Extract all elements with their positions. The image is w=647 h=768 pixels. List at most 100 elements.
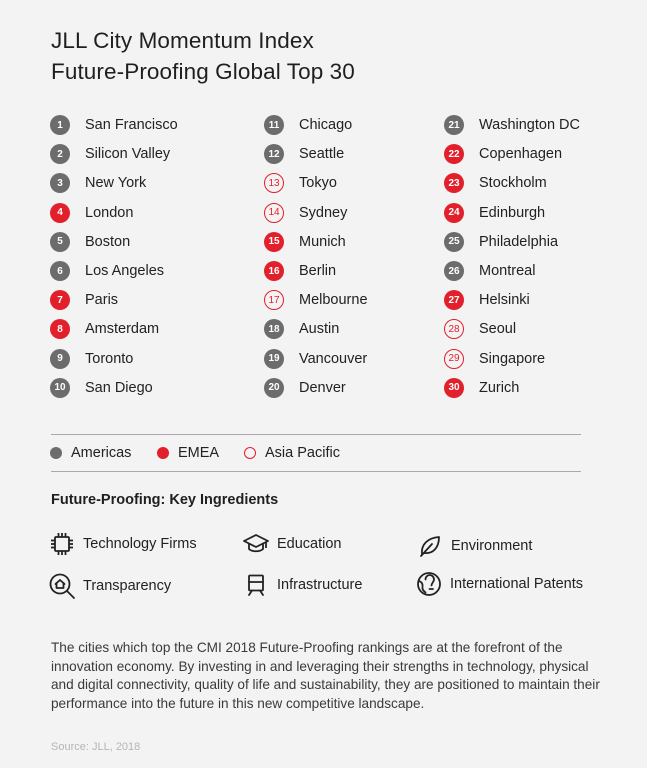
legend-apac-label: Asia Pacific: [265, 445, 340, 461]
ranking-item: 5 Boston: [50, 231, 131, 252]
title-line-2: Future-Proofing Global Top 30: [51, 59, 355, 84]
city-name: San Francisco: [85, 117, 178, 133]
train-icon: [242, 571, 270, 599]
legend-apac-dot: [244, 447, 256, 459]
ranking-item: 1 San Francisco: [50, 115, 178, 135]
ranking-item: 27 Helsinki: [444, 290, 530, 311]
rank-badge: 27: [444, 290, 464, 311]
rank-badge: 7: [50, 290, 70, 311]
rank-badge: 1: [50, 115, 70, 135]
ranking-item: 4 London: [50, 202, 133, 223]
rank-badge: 25: [444, 231, 464, 252]
rank-badge: 17: [264, 290, 284, 311]
rank-badge: 19: [264, 348, 284, 369]
ranking-item: 8 Amsterdam: [50, 319, 159, 340]
ingredients-heading: Future-Proofing: Key Ingredients: [51, 492, 279, 508]
legend-bottom-divider: [51, 471, 581, 472]
rank-badge: 5: [50, 231, 70, 252]
rank-badge: 29: [444, 348, 464, 369]
source-note: Source: JLL, 2018: [51, 741, 141, 753]
lightbulb-globe-icon: [415, 570, 443, 598]
ranking-item: 13 Tokyo: [264, 173, 337, 194]
ranking-item: 6 Los Angeles: [50, 261, 164, 281]
ingredient-label: Education: [277, 536, 342, 552]
city-name: Austin: [299, 321, 340, 338]
legend-top-divider: [51, 434, 581, 435]
rank-badge: 15: [264, 231, 284, 252]
rank-badge: 20: [264, 377, 284, 398]
rank-badge: 3: [50, 173, 70, 194]
rank-badge: 16: [264, 261, 284, 281]
rank-badge: 2: [50, 144, 70, 165]
description-paragraph: The cities which top the CMI 2018 Future…: [51, 640, 600, 711]
city-name: Montreal: [479, 263, 536, 279]
ingredient-transparency: Transparency: [48, 572, 171, 600]
rank-badge: 22: [444, 144, 464, 165]
rank-badge: 30: [444, 377, 464, 398]
ranking-item: 10 San Diego: [50, 377, 153, 398]
city-name: Silicon Valley: [85, 146, 171, 163]
ranking-item: 21 Washington DC: [444, 115, 580, 135]
ranking-item: 2 Silicon Valley: [50, 144, 171, 165]
ingredient-environment: Environment: [416, 532, 532, 560]
rank-badge: 9: [50, 348, 70, 369]
ingredient-label: International Patents: [450, 576, 584, 592]
ranking-item: 18 Austin: [264, 319, 340, 340]
rank-badge: 24: [444, 202, 464, 223]
ranking-item: 25 Philadelphia: [444, 231, 559, 252]
city-name: New York: [85, 175, 147, 192]
rank-badge: 13: [264, 173, 284, 194]
ranking-item: 7 Paris: [50, 290, 118, 311]
ranking-item: 29 Singapore: [444, 348, 546, 369]
city-name: Denver: [299, 379, 346, 396]
rank-badge: 23: [444, 173, 464, 194]
city-name: Berlin: [299, 263, 337, 279]
city-name: Singapore: [479, 350, 546, 367]
legend-emea-dot: [157, 447, 169, 459]
ranking-item: 26 Montreal: [444, 261, 535, 281]
graduation-cap-icon: [242, 530, 270, 558]
city-name: Munich: [299, 233, 346, 250]
rank-badge: 18: [264, 319, 284, 340]
city-name: Tokyo: [299, 175, 337, 192]
ranking-item: 9 Toronto: [50, 348, 134, 369]
ranking-item: 17 Melbourne: [264, 290, 368, 311]
city-name: Vancouver: [299, 350, 368, 367]
ingredient-label: Transparency: [83, 578, 172, 594]
legend-emea-label: EMEA: [178, 445, 220, 461]
ranking-item: 16 Berlin: [264, 261, 336, 281]
rank-badge: 28: [444, 319, 464, 340]
city-name: Zurich: [479, 379, 520, 396]
title-line-1: JLL City Momentum Index: [51, 28, 314, 53]
city-name: San Diego: [85, 379, 153, 396]
rank-badge: 4: [50, 202, 70, 223]
legend-americas-dot: [50, 447, 62, 459]
ingredient-infrastructure: Infrastructure: [242, 571, 362, 599]
city-name: Helsinki: [479, 292, 530, 309]
rank-badge: 8: [50, 319, 70, 340]
city-name: Seattle: [299, 146, 345, 163]
leaf-icon: [416, 532, 444, 560]
city-name: Toronto: [85, 350, 134, 367]
ranking-item: 19 Vancouver: [264, 348, 368, 369]
rank-badge: 14: [264, 202, 284, 223]
ingredient-technology-firms: Technology Firms: [48, 530, 197, 558]
ranking-item: 28 Seoul: [444, 319, 516, 340]
ranking-item: 24 Edinburgh: [444, 202, 546, 223]
rank-badge: 12: [264, 144, 284, 165]
city-name: Sydney: [299, 204, 348, 221]
city-name: Stockholm: [479, 175, 547, 192]
ranking-item: 22 Copenhagen: [444, 144, 563, 165]
page-title: JLL City Momentum Index Future-Proofing …: [51, 25, 355, 87]
city-name: Philadelphia: [479, 233, 559, 250]
rank-badge: 10: [50, 377, 70, 398]
city-name: Copenhagen: [479, 146, 563, 163]
city-name: Melbourne: [299, 292, 368, 309]
city-name: Boston: [85, 233, 131, 250]
legend-americas-label: Americas: [71, 445, 132, 461]
magnifier-house-icon: [48, 572, 76, 600]
ranking-item: 12 Seattle: [264, 144, 345, 165]
city-name: Edinburgh: [479, 204, 546, 221]
ranking-item: 20 Denver: [264, 377, 346, 398]
ranking-item: 30 Zurich: [444, 377, 520, 398]
